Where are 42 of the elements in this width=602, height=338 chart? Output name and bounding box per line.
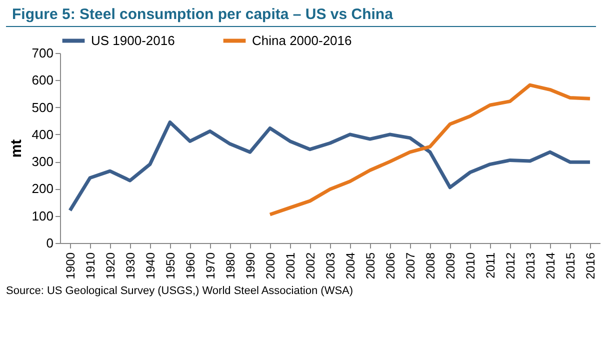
y-tick-label: 100 [32, 208, 54, 224]
y-tick-label: 600 [32, 72, 54, 88]
legend-label: China 2000-2016 [252, 32, 352, 48]
x-tick-label: 1980 [224, 252, 238, 280]
x-tick-label: 1910 [84, 252, 98, 280]
x-tick-label: 2002 [304, 252, 318, 280]
x-tick-label: 2011 [484, 252, 498, 278]
x-tick-label: 2008 [424, 252, 438, 280]
line-series [68, 120, 592, 212]
x-tick-label: 2001 [284, 252, 298, 280]
x-tick-label: 2009 [444, 252, 458, 280]
x-tick-label: 1920 [104, 252, 118, 280]
x-tick-label: 1970 [204, 252, 218, 280]
x-tick-label: 1930 [124, 252, 138, 280]
x-tick-label: 2007 [404, 252, 418, 280]
chart-title: Figure 5: Steel consumption per capita – US vs China [6, 0, 596, 27]
x-tick-label: 2014 [544, 252, 558, 280]
x-tick-label: 2006 [384, 252, 398, 280]
x-tick-label: 1960 [184, 252, 198, 280]
x-tick-label: 1940 [144, 252, 158, 280]
x-tick-label: 2016 [584, 252, 598, 280]
x-tick-label: 2012 [504, 252, 518, 280]
x-tick-label: 1990 [244, 252, 258, 280]
x-tick-label: 2004 [344, 252, 358, 280]
legend-label: US 1900-2016 [91, 32, 175, 48]
y-tick-label: 200 [32, 181, 54, 196]
y-tick-label: 700 [32, 46, 54, 60]
x-tick-label: 2000 [264, 252, 278, 280]
x-tick-label: 2010 [464, 252, 478, 280]
y-axis-title: mt [8, 139, 25, 158]
source-note: Source: US Geological Survey (USGS,) World Steel Association (WSA) [5, 284, 354, 297]
y-tick-label: 0 [46, 236, 54, 250]
line-series [268, 83, 592, 216]
x-tick-label: 1950 [164, 252, 178, 280]
x-tick-label: 1900 [64, 252, 78, 280]
x-tick-label: 2003 [324, 252, 338, 280]
x-tick-label: 2005 [364, 252, 378, 280]
y-tick-label: 400 [32, 126, 54, 142]
y-tick-label: 300 [32, 154, 54, 170]
x-tick-label: 2015 [564, 252, 578, 280]
x-tick-label: 2013 [524, 252, 538, 280]
y-tick-label: 500 [32, 100, 54, 115]
